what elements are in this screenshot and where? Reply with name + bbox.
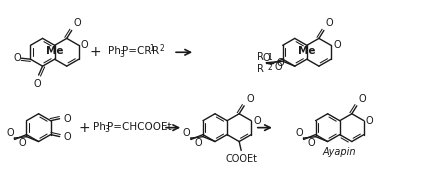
Text: Ph: Ph: [108, 46, 121, 56]
Text: O: O: [14, 53, 21, 63]
Text: O: O: [333, 40, 340, 50]
Text: O: O: [194, 138, 202, 148]
Text: Me: Me: [46, 46, 63, 56]
Text: 2: 2: [267, 63, 272, 72]
Text: 3: 3: [104, 125, 109, 134]
Text: O: O: [307, 138, 315, 148]
Text: O: O: [74, 19, 81, 28]
Text: +: +: [79, 121, 90, 135]
Text: P=CHCOOEt: P=CHCOOEt: [108, 122, 172, 132]
Text: R: R: [257, 52, 264, 62]
Text: COOEt: COOEt: [225, 154, 257, 164]
Text: 2: 2: [159, 44, 164, 53]
Text: O: O: [6, 129, 14, 138]
Text: O: O: [326, 19, 333, 28]
Text: O: O: [262, 53, 270, 63]
Text: O: O: [34, 79, 42, 89]
Text: O: O: [182, 129, 190, 138]
Text: O: O: [276, 58, 284, 68]
Text: P=CR: P=CR: [122, 46, 152, 56]
Text: Ayapin: Ayapin: [323, 148, 357, 157]
Text: 1: 1: [267, 53, 272, 62]
Text: O: O: [18, 138, 26, 148]
Text: O: O: [81, 40, 88, 50]
Text: O: O: [64, 132, 71, 142]
Text: O: O: [359, 94, 367, 104]
Text: Ph: Ph: [94, 122, 106, 132]
Text: R: R: [152, 46, 160, 56]
Text: +: +: [90, 45, 101, 59]
Text: 1: 1: [149, 44, 154, 53]
Text: O: O: [64, 114, 71, 124]
Text: O: O: [246, 94, 254, 104]
Text: 3: 3: [119, 50, 124, 59]
Text: O: O: [253, 116, 261, 126]
Text: Me: Me: [298, 46, 316, 56]
Text: O: O: [295, 129, 303, 138]
Text: O: O: [366, 116, 374, 126]
Text: R: R: [257, 64, 264, 74]
Text: O: O: [274, 62, 282, 72]
